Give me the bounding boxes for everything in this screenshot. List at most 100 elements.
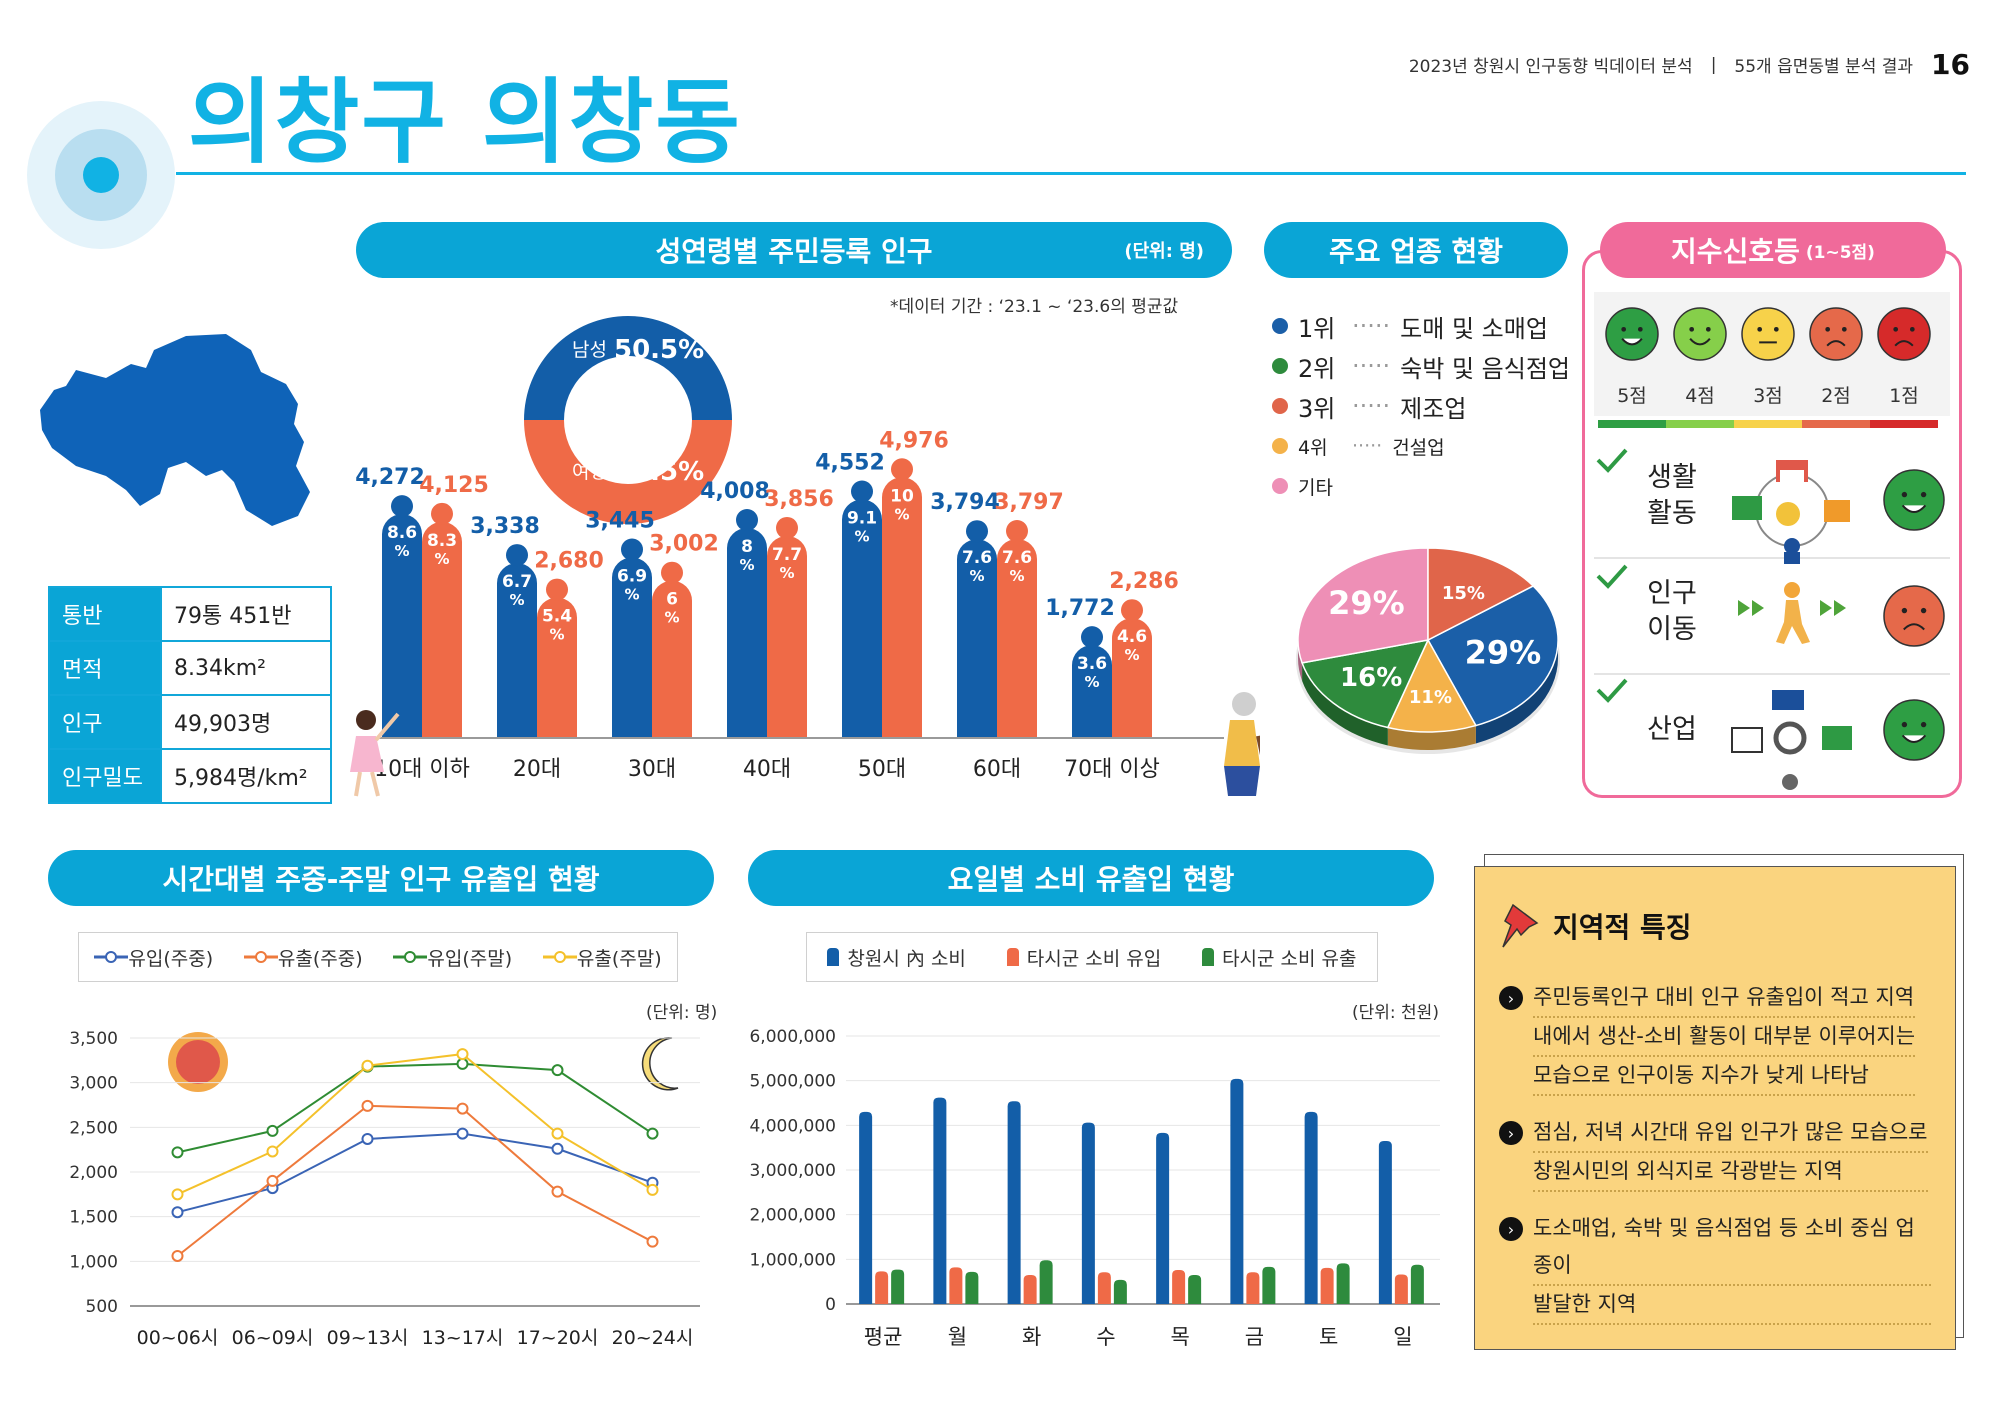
legend-item: 타시군 소비 유출 <box>1202 944 1357 971</box>
pct-label: 7.7 <box>772 545 802 565</box>
population-chart: 남성 50.5% 여성 49.5% 8.6% 4,272 8.3% 4,125 6.7%… <box>350 316 1260 797</box>
pct-label: 9.1 <box>847 508 877 528</box>
info-key: 면적 <box>48 640 162 696</box>
consumption-bar <box>1113 1279 1127 1304</box>
value-label: 4,008 <box>700 479 770 504</box>
pie-slice-side <box>1302 662 1388 746</box>
y-tick-label: 2,000 <box>69 1163 118 1183</box>
data-point <box>266 1124 279 1137</box>
bar-head-dot <box>621 538 643 561</box>
bar-head-dot <box>661 561 683 584</box>
pct-sign: % <box>894 505 909 523</box>
y-tick-label: 0 <box>825 1295 836 1315</box>
score-label: 5점 <box>1617 385 1647 407</box>
data-point <box>551 1064 564 1077</box>
y-tick-label: 1,000 <box>69 1252 118 1272</box>
signal-face-icon <box>1883 585 1945 647</box>
legend-swatch-icon <box>1006 948 1019 966</box>
pct-label: 7.6 <box>1002 548 1032 568</box>
child-figure-icon <box>350 710 400 797</box>
legend-label: 타시군 소비 유입 <box>1026 947 1162 970</box>
y-tick-label: 5,000,000 <box>749 1072 836 1092</box>
population-categories: 10대 이하 20대 30대 40대 50대 60대 70대 이상 <box>374 757 1160 782</box>
legend-line-icon <box>542 951 577 963</box>
flow-header: 시간대별 주중-주말 인구 유출입 현황 <box>48 850 714 906</box>
pct-label: 3.6 <box>1077 654 1107 674</box>
pct-label: 5.4 <box>542 607 572 627</box>
feature-item: › 주민등록인구 대비 인구 유출입이 적고 지역 내에서 생산-소비 활동이 대… <box>1499 979 1931 1096</box>
population-bar <box>727 527 767 738</box>
sun-icon <box>168 1032 228 1092</box>
pct-label: 6 <box>666 590 678 610</box>
flow-line-chart: 3,500 3,000 2,500 2,000 1,500 1,000 500 00~06시 0… <box>69 1029 700 1349</box>
top-bar: 2023년 창원시 인구동향 빅데이터 분석 | 55개 읍면동별 분석 결과 … <box>1409 48 1970 81</box>
period-note: *데이터 기간 : ‘23.1 ~ ‘23.6의 평균값 <box>890 297 1179 317</box>
value-label: 3,856 <box>764 487 834 512</box>
legend-label: 유출(주말) <box>576 947 662 970</box>
score-label: 4점 <box>1685 385 1715 407</box>
signal-label: 산업 <box>1647 714 1697 745</box>
population-title: 성연령별 주민등록 인구 <box>655 235 933 268</box>
bar-head-dot <box>506 544 528 567</box>
check-icon <box>1596 564 1628 589</box>
consumption-bar <box>1007 1101 1021 1304</box>
male-label: 남성 <box>572 339 607 361</box>
population-bar <box>997 539 1037 738</box>
legend-dot-icon <box>1272 478 1288 494</box>
pie-slice-side <box>1475 640 1558 744</box>
feature-item: › 점심, 저녁 시간대 유입 인구가 많은 모습으로 창원시민의 외식지로 각광… <box>1499 1114 1931 1192</box>
y-tick-label: 2,000,000 <box>749 1206 836 1226</box>
x-tick-label: 일 <box>1393 1325 1412 1349</box>
consumption-bar <box>1320 1267 1334 1304</box>
x-tick-label: 13~17시 <box>422 1327 504 1349</box>
value-label: 3,338 <box>470 514 540 539</box>
legend-name: 도매 및 소매업 <box>1400 314 1548 343</box>
signal-range: (1~5점) <box>1805 242 1875 263</box>
y-tick-label: 4,000,000 <box>749 1116 836 1136</box>
legend-dot-icon <box>1272 358 1288 374</box>
category-label: 60대 <box>973 757 1021 782</box>
industry-title: 주요 업종 현황 <box>1328 235 1504 268</box>
info-value: 49,903명 <box>160 694 332 750</box>
legend-item: 1위 ····· 도매 및 소매업 <box>1272 306 1592 346</box>
x-tick-label: 수 <box>1096 1325 1115 1349</box>
consumption-bar <box>1394 1274 1408 1304</box>
bar-head-dot <box>736 508 758 531</box>
table-row: 인구 49,903명 <box>48 694 332 750</box>
data-point <box>456 1127 469 1140</box>
consumption-bar <box>1246 1272 1260 1304</box>
legend-swatch-icon <box>827 948 840 966</box>
pie-slice <box>1427 547 1535 642</box>
population-bar <box>422 521 462 738</box>
y-tick-label: 1,500 <box>69 1208 118 1228</box>
data-point <box>361 1099 374 1112</box>
category-label: 20대 <box>513 757 561 782</box>
bar-head-dot <box>966 520 988 543</box>
pct-label: 6.9 <box>617 566 647 586</box>
info-key: 인구 <box>48 694 162 750</box>
pct-label: 4.6 <box>1117 627 1147 647</box>
y-tick-label: 3,000,000 <box>749 1161 836 1181</box>
consumption-bar <box>1230 1078 1244 1304</box>
page-number: 16 <box>1931 48 1970 81</box>
category-label: 10대 이하 <box>374 757 470 782</box>
signal-label: 이동 <box>1647 614 1697 645</box>
bar-head-dot <box>1081 626 1103 649</box>
score-bar-segment <box>1734 420 1802 428</box>
pct-sign: % <box>739 556 754 574</box>
pie-slice <box>1301 639 1430 729</box>
consumption-bar <box>1172 1270 1186 1304</box>
score-label: 3점 <box>1753 385 1783 407</box>
check-icon <box>1596 448 1628 473</box>
legend-label: 타시군 소비 유출 <box>1222 947 1357 970</box>
value-label: 1,772 <box>1045 596 1115 621</box>
data-point <box>551 1127 564 1140</box>
signal-label: 생활 <box>1647 462 1697 493</box>
y-tick-label: 500 <box>86 1297 118 1317</box>
signal-label: 활동 <box>1647 498 1697 529</box>
district-map-icon <box>40 334 310 526</box>
consumption-bar <box>891 1269 905 1304</box>
consumption-bar <box>965 1271 979 1304</box>
bar-head-dot <box>1121 599 1143 622</box>
